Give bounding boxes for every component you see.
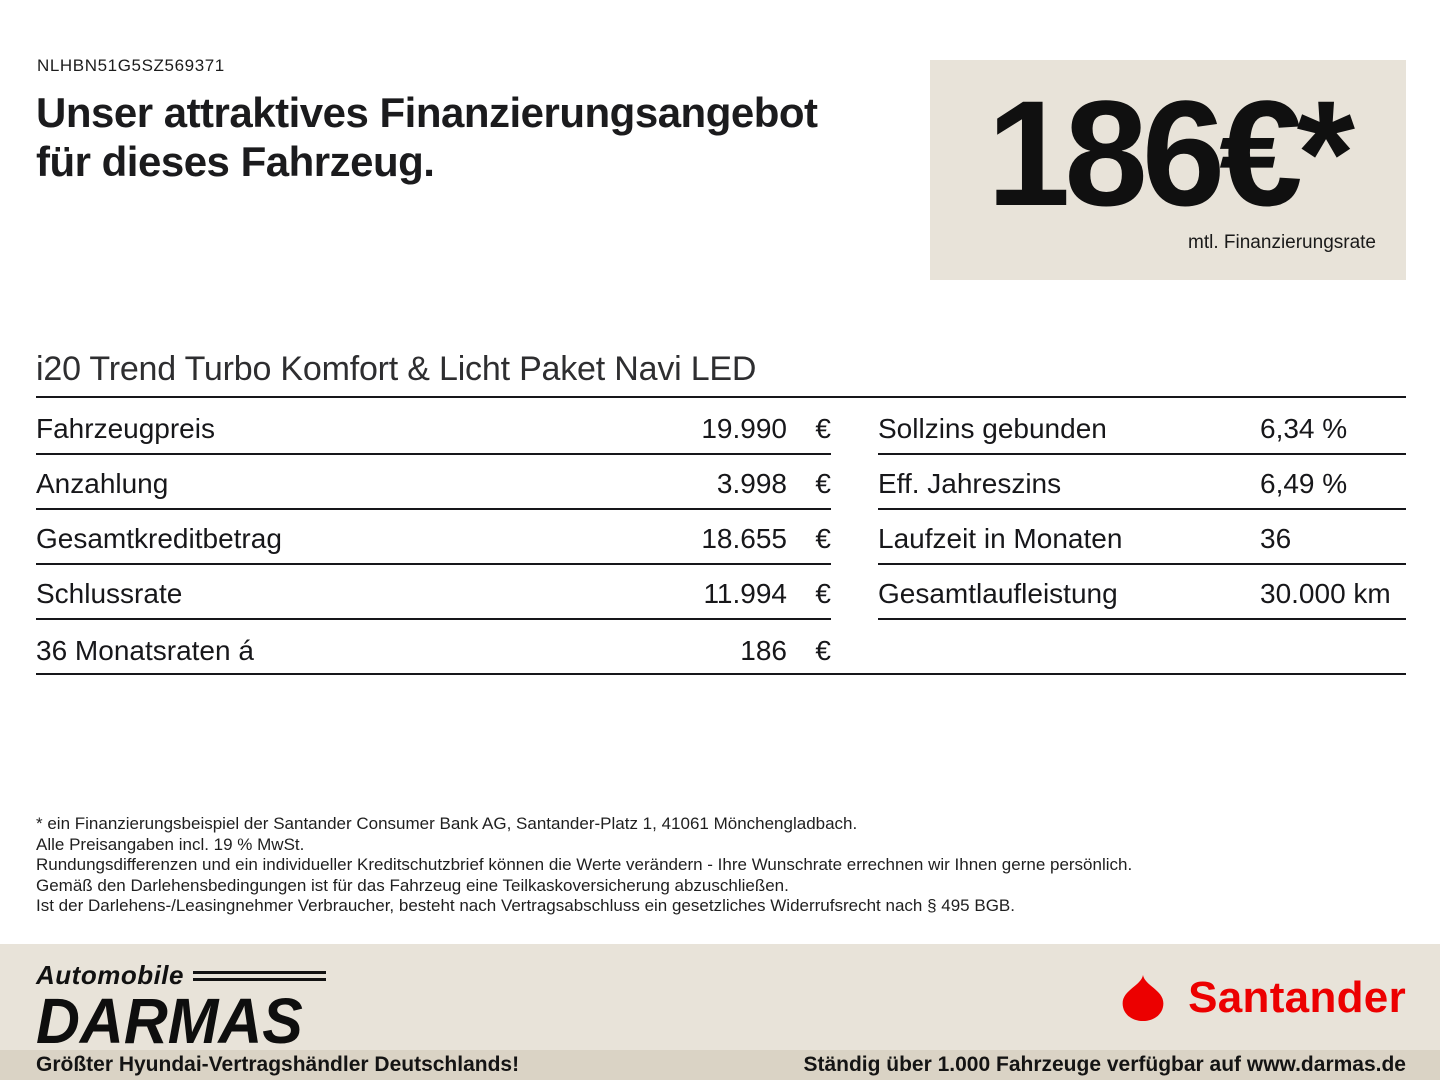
finance-row-sollzins: Sollzins gebunden 6,34 % (878, 400, 1406, 455)
finance-value: 30.000 km (1260, 578, 1391, 609)
finance-label: Fahrzeugpreis (36, 413, 215, 444)
finance-label: Laufzeit in Monaten (878, 523, 1123, 554)
bottom-bar: Größter Hyundai-Vertragshändler Deutschl… (0, 1050, 1440, 1080)
table-bottom-divider (36, 673, 1406, 675)
finance-label: Sollzins gebunden (878, 413, 1107, 444)
finance-value: 3.998 (716, 468, 787, 499)
finance-row-gesamtlaufleistung: Gesamtlaufleistung 30.000 km (878, 565, 1406, 620)
santander-logo: Santander (1112, 972, 1406, 1024)
finance-row-laufzeit: Laufzeit in Monaten 36 (878, 510, 1406, 565)
finance-label: Anzahlung (36, 468, 169, 499)
santander-flame-icon (1122, 974, 1164, 1022)
finance-label: Gesamtkreditbetrag (36, 523, 282, 554)
finance-label: Schlussrate (36, 578, 183, 609)
santander-wordmark: Santander (1188, 973, 1406, 1022)
finance-value: 6,34 % (1260, 413, 1348, 444)
finance-row-monatsraten: 36 Monatsraten á 186 € (36, 620, 831, 675)
finance-value: 11.994 (703, 578, 787, 609)
finance-label: Eff. Jahreszins (878, 468, 1062, 499)
disclaimer-line: Rundungsdifferenzen und ein individuelle… (36, 855, 1133, 875)
monthly-rate-value: 186€* (986, 69, 1355, 237)
finance-unit: € (815, 413, 831, 444)
finance-row-jahreszins: Eff. Jahreszins 6,49 % (878, 455, 1406, 510)
disclaimer-line: Gemäß den Darlehensbedingungen ist für d… (36, 875, 789, 895)
disclaimer-line: * ein Finanzierungsbeispiel der Santande… (36, 814, 858, 833)
headline-line-2: für dieses Fahrzeug. (36, 138, 435, 186)
bottom-bar-right-text: Ständig über 1.000 Fahrzeuge verfügbar a… (803, 1053, 1406, 1076)
disclaimer-line: Ist der Darlehens-/Leasingnehmer Verbrau… (36, 896, 1015, 916)
finance-table-left: Fahrzeugpreis 19.990 € Anzahlung 3.998 €… (36, 400, 831, 675)
title-divider (36, 396, 1406, 398)
disclaimer-line: Alle Preisangaben incl. 19 % MwSt. (36, 834, 305, 854)
finance-row-anzahlung: Anzahlung 3.998 € (36, 455, 831, 510)
darmas-logo-lines (193, 970, 326, 981)
finance-label: 36 Monatsraten á (36, 635, 254, 666)
finance-label: Gesamtlaufleistung (878, 578, 1118, 609)
monthly-rate-box: 186€* mtl. Finanzierungsrate (930, 60, 1406, 280)
finance-unit: € (815, 468, 831, 499)
vehicle-title: i20 Trend Turbo Komfort & Licht Paket Na… (36, 350, 757, 388)
bottom-bar-left-text: Größter Hyundai-Vertragshändler Deutschl… (36, 1053, 520, 1076)
disclaimer: * ein Finanzierungsbeispiel der Santande… (36, 814, 1132, 917)
darmas-logo-automobile: Automobile (36, 960, 184, 990)
finance-row-fahrzeugpreis: Fahrzeugpreis 19.990 € (36, 400, 831, 455)
finance-row-schlussrate: Schlussrate 11.994 € (36, 565, 831, 620)
finance-value: 6,49 % (1260, 468, 1348, 499)
finance-value: 18.655 (701, 523, 787, 554)
darmas-logo: Automobile DARMAS (36, 960, 326, 1053)
finance-table-right: Sollzins gebunden 6,34 % Eff. Jahreszins… (878, 400, 1406, 620)
finance-value: 36 (1260, 523, 1292, 554)
headline: Unser attraktives Finanzierungsangebot fü… (36, 88, 818, 186)
footer-band (0, 944, 1440, 1050)
vin-number: NLHBN51G5SZ569371 (37, 56, 225, 75)
finance-unit: € (815, 523, 831, 554)
darmas-logo-name: DARMAS (36, 985, 303, 1057)
headline-line-1: Unser attraktives Finanzierungsangebot (36, 89, 818, 136)
finance-unit: € (815, 635, 831, 666)
finance-value: 19.990 (701, 413, 787, 444)
finance-unit: € (815, 578, 831, 609)
finance-value: 186 (740, 635, 787, 666)
darmas-logo-top: Automobile (36, 960, 326, 991)
monthly-rate-label: mtl. Finanzierungsrate (1188, 232, 1376, 253)
finance-row-gesamtkreditbetrag: Gesamtkreditbetrag 18.655 € (36, 510, 831, 565)
